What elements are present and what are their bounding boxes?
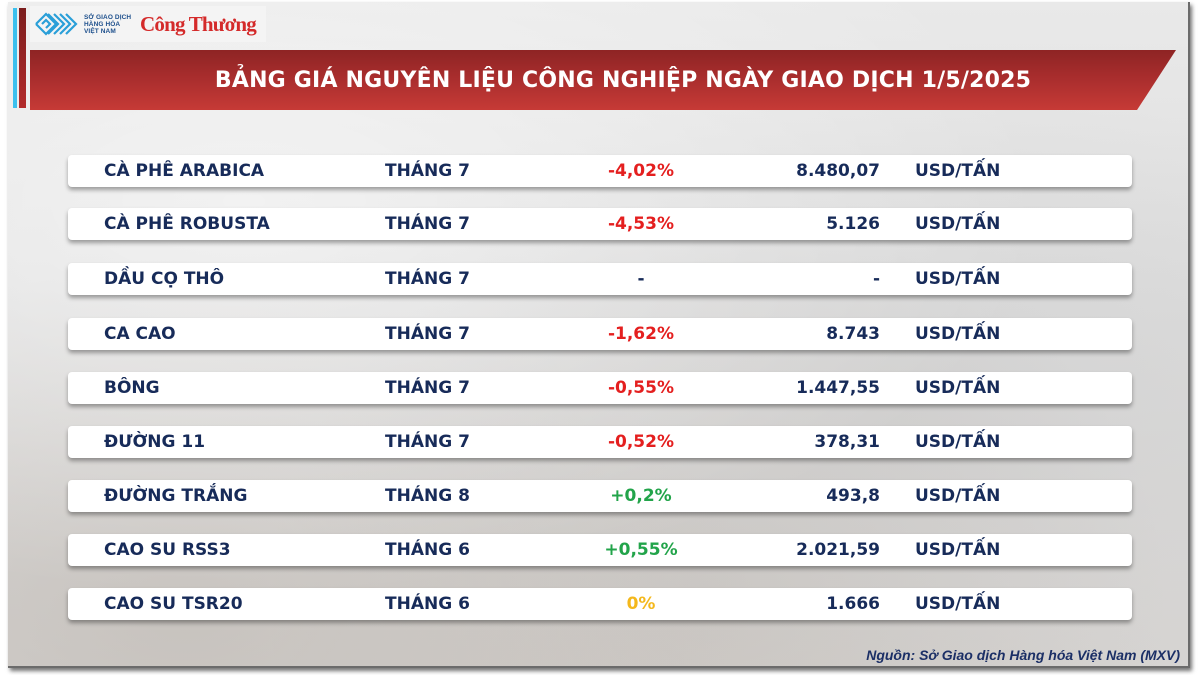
change-percent: +0,2%: [610, 486, 672, 506]
change-percent: -4,02%: [607, 161, 675, 181]
change-percent: -1,62%: [607, 324, 675, 344]
table-row: DẦU CỌ THÔ THÁNG 7 - - USD/TẤN: [68, 263, 1132, 295]
contract-month: THÁNG 6: [385, 594, 470, 614]
source-note: Nguồn: Sở Giao dịch Hàng hóa Việt Nam (M…: [866, 647, 1180, 663]
price-unit: USD/TẤN: [915, 594, 1001, 614]
accent-stripe-blue: [13, 8, 17, 108]
price-unit: USD/TẤN: [915, 161, 1001, 181]
commodity-name: CA CAO: [104, 324, 176, 344]
contract-month: THÁNG 7: [385, 161, 470, 181]
contract-month: THÁNG 6: [385, 540, 470, 560]
price-value: -: [872, 269, 880, 289]
price-value: 8.480,07: [796, 161, 880, 181]
price-unit: USD/TẤN: [915, 269, 1001, 289]
price-value: 1.447,55: [796, 378, 880, 398]
price-unit: USD/TẤN: [915, 432, 1001, 452]
table-row: ĐƯỜNG TRẮNG THÁNG 8 +0,2% 493,8 USD/TẤN: [68, 480, 1132, 512]
commodity-name: CAO SU RSS3: [104, 540, 231, 560]
table-row: CÀ PHÊ ROBUSTA THÁNG 7 -4,53% 5.126 USD/…: [68, 208, 1132, 240]
commodity-name: BÔNG: [104, 378, 160, 398]
change-percent: -0,55%: [607, 378, 675, 398]
price-unit: USD/TẤN: [915, 324, 1001, 344]
change-percent: 0%: [626, 594, 656, 614]
accent-stripe-red: [19, 8, 26, 108]
price-unit: USD/TẤN: [915, 486, 1001, 506]
mxv-line-3: VIỆT NAM: [84, 27, 116, 35]
contract-month: THÁNG 7: [385, 432, 470, 452]
commodity-name: CÀ PHÊ ROBUSTA: [104, 214, 270, 234]
table-row: CAO SU RSS3 THÁNG 6 +0,55% 2.021,59 USD/…: [68, 534, 1132, 566]
price-value: 2.021,59: [796, 540, 880, 560]
table-row: BÔNG THÁNG 7 -0,55% 1.447,55 USD/TẤN: [68, 372, 1132, 404]
commodity-name: DẦU CỌ THÔ: [104, 269, 225, 289]
table-row: CÀ PHÊ ARABICA THÁNG 7 -4,02% 8.480,07 U…: [68, 155, 1132, 187]
price-unit: USD/TẤN: [915, 540, 1001, 560]
commodity-name: CÀ PHÊ ARABICA: [104, 161, 265, 181]
contract-month: THÁNG 7: [385, 378, 470, 398]
mxv-logo-icon: [35, 12, 78, 36]
change-percent: -4,53%: [607, 214, 675, 234]
mxv-line-2: HÀNG HÓA: [84, 20, 121, 28]
price-value: 5.126: [826, 214, 880, 234]
title-banner: BẢNG GIÁ NGUYÊN LIỆU CÔNG NGHIỆP NGÀY GI…: [30, 50, 1176, 110]
commodity-name: CAO SU TSR20: [104, 594, 243, 614]
change-percent: -: [637, 269, 645, 289]
table-row: CA CAO THÁNG 7 -1,62% 8.743 USD/TẤN: [68, 318, 1132, 350]
contract-month: THÁNG 7: [385, 324, 470, 344]
mxv-line-1: SỞ GIAO DỊCH: [84, 13, 132, 21]
price-unit: USD/TẤN: [915, 378, 1001, 398]
price-value: 1.666: [826, 594, 880, 614]
price-value: 8.743: [826, 324, 880, 344]
change-percent: -0,52%: [607, 432, 675, 452]
commodity-name: ĐƯỜNG TRẮNG: [104, 486, 248, 506]
table-row: CAO SU TSR20 THÁNG 6 0% 1.666 USD/TẤN: [68, 588, 1132, 620]
change-percent: +0,55%: [604, 540, 678, 560]
publisher-logo: Công Thương: [140, 12, 257, 36]
price-value: 378,31: [814, 432, 880, 452]
price-value: 493,8: [826, 486, 880, 506]
commodity-name: ĐƯỜNG 11: [104, 432, 206, 452]
logo-bar: SỞ GIAO DỊCH HÀNG HÓA VIỆT NAM Công Thươ…: [30, 6, 266, 42]
page-title: BẢNG GIÁ NGUYÊN LIỆU CÔNG NGHIỆP NGÀY GI…: [214, 67, 1032, 93]
contract-month: THÁNG 7: [385, 214, 470, 234]
mxv-logo-text: SỞ GIAO DỊCH HÀNG HÓA VIỆT NAM: [84, 14, 136, 35]
contract-month: THÁNG 7: [385, 269, 470, 289]
price-unit: USD/TẤN: [915, 214, 1001, 234]
contract-month: THÁNG 8: [385, 486, 470, 506]
table-row: ĐƯỜNG 11 THÁNG 7 -0,52% 378,31 USD/TẤN: [68, 426, 1132, 458]
